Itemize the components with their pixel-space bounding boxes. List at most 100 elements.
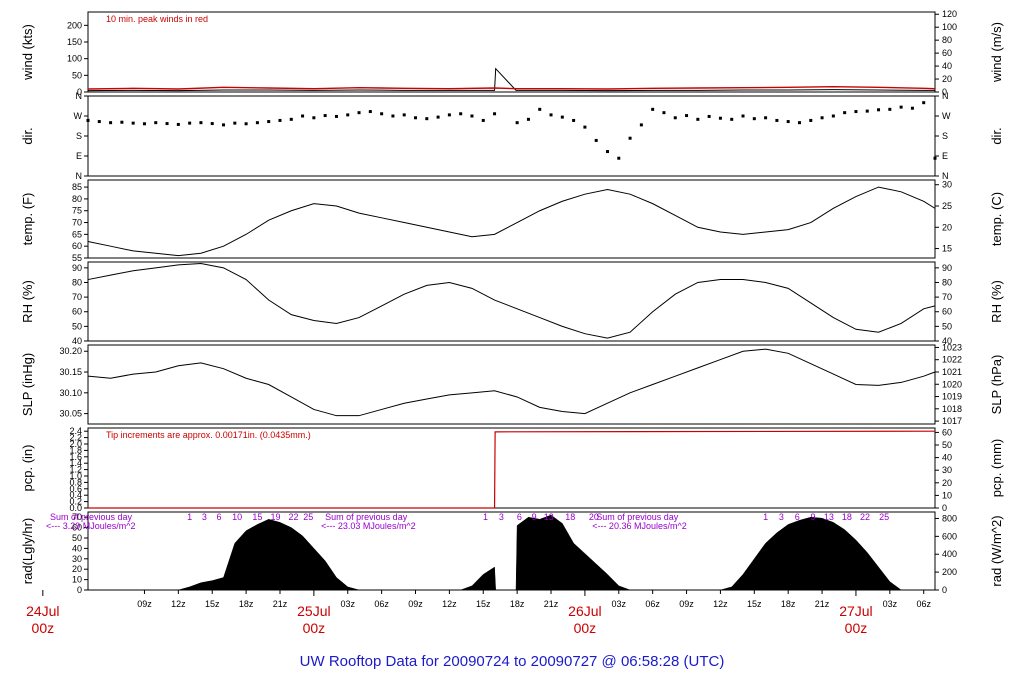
dir-point bbox=[493, 112, 497, 116]
temp-ylabel-right: temp. (C) bbox=[989, 192, 1004, 246]
dir-point bbox=[357, 111, 361, 115]
rh-left-tick-label: 60 bbox=[72, 307, 82, 317]
rad-left-tick-label: 10 bbox=[72, 575, 82, 585]
dir-left-tick-label: S bbox=[76, 131, 82, 141]
x-tick-label: 18z bbox=[781, 599, 796, 609]
wind-left-tick-label: 150 bbox=[67, 37, 82, 47]
dir-point bbox=[831, 114, 835, 118]
dir-left-tick-label: N bbox=[76, 91, 83, 101]
dir-point bbox=[718, 116, 722, 120]
dir-point bbox=[459, 112, 463, 116]
x-tick-label: 15z bbox=[205, 599, 220, 609]
dir-point bbox=[899, 105, 903, 109]
rad-sum-label: Sum of previous day bbox=[596, 512, 679, 522]
dir-point bbox=[481, 118, 485, 122]
rad-left-tick-label: 20 bbox=[72, 564, 82, 574]
pcp-right-tick-label: 20 bbox=[942, 478, 952, 488]
rad-hour-mark: 20 bbox=[589, 512, 599, 522]
x-tick-label: 21z bbox=[544, 599, 559, 609]
rad-hour-mark: 22 bbox=[860, 512, 870, 522]
rad-left-tick-label: 0 bbox=[77, 585, 82, 595]
rad-right-tick-label: 800 bbox=[942, 513, 957, 523]
dir-point bbox=[346, 113, 350, 117]
wind-ylabel-left: wind (kts) bbox=[20, 24, 35, 81]
rh-right-tick-label: 40 bbox=[942, 336, 952, 346]
x-tick-label: 06z bbox=[374, 599, 389, 609]
temp-right-tick-label: 15 bbox=[942, 244, 952, 254]
rad-hour-mark: 6 bbox=[795, 512, 800, 522]
rad-right-tick-label: 0 bbox=[942, 585, 947, 595]
pcp-left-tick-label: 1.0 bbox=[69, 471, 82, 481]
dir-point bbox=[222, 123, 226, 127]
rh-panel-frame bbox=[87, 261, 936, 342]
temp-right-tick-label: 30 bbox=[942, 180, 952, 190]
temp-left-tick-label: 60 bbox=[72, 241, 82, 251]
rad-left-tick-label: 70 bbox=[72, 512, 82, 522]
pcp-left-tick-label: 0.6 bbox=[69, 484, 82, 494]
dir-point bbox=[414, 116, 418, 120]
dir-point bbox=[267, 120, 271, 124]
x-tick-label: 03z bbox=[340, 599, 355, 609]
day-hour-label: 00z bbox=[32, 620, 55, 636]
x-tick-label: 12z bbox=[171, 599, 186, 609]
dir-point bbox=[425, 117, 429, 121]
rad-hour-mark: 3 bbox=[779, 512, 784, 522]
dir-point bbox=[255, 121, 259, 125]
rad-hour-mark: 13 bbox=[824, 512, 834, 522]
pcp-right-tick-label: 60 bbox=[942, 427, 952, 437]
dir-point bbox=[922, 101, 926, 105]
temp-left-tick-label: 55 bbox=[72, 253, 82, 263]
dir-right-tick-label: E bbox=[942, 151, 948, 161]
rad-hour-mark: 13 bbox=[544, 512, 554, 522]
wind-right-tick-label: 0 bbox=[942, 87, 947, 97]
slp-ylabel-left: SLP (inHg) bbox=[20, 353, 35, 416]
dir-point bbox=[707, 114, 711, 118]
dir-point bbox=[560, 115, 564, 119]
rad-hour-mark: 25 bbox=[879, 512, 889, 522]
rad-hour-mark: 15 bbox=[252, 512, 262, 522]
wind-left-tick-label: 50 bbox=[72, 70, 82, 80]
temp-left-tick-label: 80 bbox=[72, 194, 82, 204]
pcp-left-tick-label: 0.2 bbox=[69, 497, 82, 507]
x-tick-label: 12z bbox=[713, 599, 728, 609]
rad-right-tick-label: 600 bbox=[942, 531, 957, 541]
temp-left-tick-label: 70 bbox=[72, 218, 82, 228]
rh-right-tick-label: 60 bbox=[942, 307, 952, 317]
dir-ylabel-right: dir. bbox=[989, 127, 1004, 144]
dir-point bbox=[210, 122, 214, 126]
pcp-left-tick-label: 1.6 bbox=[69, 452, 82, 462]
dir-right-tick-label: N bbox=[942, 91, 949, 101]
wind-right-tick-label: 20 bbox=[942, 74, 952, 84]
dir-left-tick-label: E bbox=[76, 151, 82, 161]
x-tick-label: 03z bbox=[612, 599, 627, 609]
wind-right-tick-label: 40 bbox=[942, 61, 952, 71]
dir-point bbox=[639, 123, 643, 127]
rh-ylabel-left: RH (%) bbox=[20, 280, 35, 323]
wind-right-tick-label: 120 bbox=[942, 9, 957, 19]
dir-point bbox=[289, 117, 293, 121]
dir-point bbox=[233, 121, 237, 125]
dir-ylabel-left: dir. bbox=[20, 127, 35, 144]
pcp-right-tick-label: 50 bbox=[942, 440, 952, 450]
dir-point bbox=[334, 114, 338, 118]
rad-hour-mark: 3 bbox=[499, 512, 504, 522]
dir-point bbox=[583, 125, 587, 129]
dir-point bbox=[97, 120, 101, 124]
rad-left-tick-label: 40 bbox=[72, 543, 82, 553]
rad-left-tick-label: 50 bbox=[72, 533, 82, 543]
dir-point bbox=[764, 116, 768, 120]
rad-hour-mark: 9 bbox=[532, 512, 537, 522]
slp-left-tick-label: 30.15 bbox=[59, 367, 82, 377]
x-tick-label: 15z bbox=[476, 599, 491, 609]
temp-ylabel-left: temp. (F) bbox=[20, 193, 35, 246]
wind-annotation: 10 min. peak winds in red bbox=[106, 14, 208, 24]
dir-point bbox=[142, 122, 146, 126]
x-tick-label: 09z bbox=[679, 599, 694, 609]
slp-left-tick-label: 30.10 bbox=[59, 388, 82, 398]
dir-point bbox=[391, 114, 395, 118]
x-tick-label: 06z bbox=[916, 599, 931, 609]
pcp-left-tick-label: 0.8 bbox=[69, 477, 82, 487]
rh-left-tick-label: 90 bbox=[72, 263, 82, 273]
pcp-left-tick-label: 2.0 bbox=[69, 439, 82, 449]
